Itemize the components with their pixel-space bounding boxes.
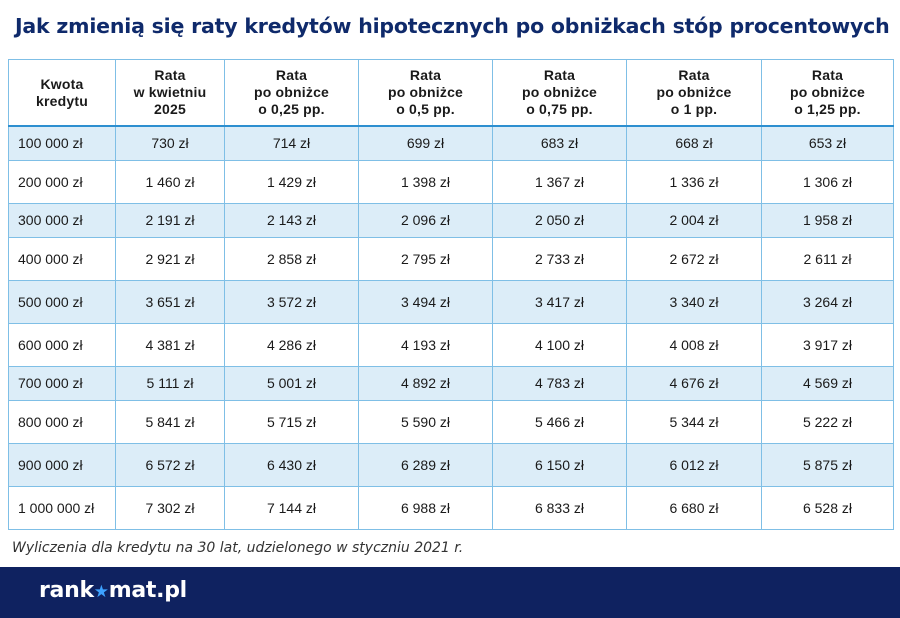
table-row: 300 000 zł 2 191 zł 2 143 zł 2 096 zł 2 050 … (8, 202, 894, 238)
installment-cell: 730 zł (115, 125, 225, 161)
installment-cell: 4 100 zł (492, 322, 627, 367)
installment-cell: 6 430 zł (224, 442, 359, 487)
installment-cell: 5 466 zł (492, 399, 627, 444)
logo-text-start: rank (39, 578, 94, 603)
installment-cell: 4 569 zł (761, 365, 894, 401)
installment-cell: 3 494 zł (358, 279, 493, 324)
installment-cell: 3 917 zł (761, 322, 894, 367)
installment-cell: 2 050 zł (492, 202, 627, 238)
loan-amount-cell: 400 000 zł (8, 236, 116, 281)
installment-cell: 1 367 zł (492, 159, 627, 204)
header-cell: Kwota kredytu (8, 59, 116, 127)
installment-cell: 2 672 zł (626, 236, 762, 281)
installment-cell: 1 398 zł (358, 159, 493, 204)
installment-cell: 5 875 zł (761, 442, 894, 487)
loan-amount-cell: 900 000 zł (8, 442, 116, 487)
table-row: 400 000 zł 2 921 zł 2 858 zł 2 795 zł 2 733 … (8, 236, 894, 281)
installment-cell: 3 651 zł (115, 279, 225, 324)
installment-cell: 1 460 zł (115, 159, 225, 204)
footnote: Wyliczenia dla kredytu na 30 lat, udziel… (12, 540, 464, 556)
installment-cell: 5 590 zł (358, 399, 493, 444)
installment-cell: 5 001 zł (224, 365, 359, 401)
installment-cell: 2 143 zł (224, 202, 359, 238)
header-cell: Rata w kwietniu 2025 (115, 59, 225, 127)
logo-text-end: mat.pl (108, 578, 187, 603)
table-row: 600 000 zł 4 381 zł 4 286 zł 4 193 zł 4 100 … (8, 322, 894, 367)
table-header: Kwota kredytu Rata w kwietniu 2025 Rata … (8, 59, 894, 127)
star-icon: ★ (93, 582, 109, 602)
installment-cell: 3 417 zł (492, 279, 627, 324)
header-row: Kwota kredytu Rata w kwietniu 2025 Rata … (8, 59, 894, 127)
loan-amount-cell: 500 000 zł (8, 279, 116, 324)
installment-cell: 5 344 zł (626, 399, 762, 444)
installment-cell: 1 429 zł (224, 159, 359, 204)
installment-cell: 2 733 zł (492, 236, 627, 281)
mortgage-rates-table: Kwota kredytu Rata w kwietniu 2025 Rata … (8, 59, 894, 530)
installment-cell: 3 340 zł (626, 279, 762, 324)
installment-cell: 5 111 zł (115, 365, 225, 401)
installment-cell: 2 004 zł (626, 202, 762, 238)
installment-cell: 714 zł (224, 125, 359, 161)
installment-cell: 1 958 zł (761, 202, 894, 238)
header-cell: Rata po obniżce o 0,5 pp. (358, 59, 493, 127)
table-row: 500 000 zł 3 651 zł 3 572 zł 3 494 zł 3 417 … (8, 279, 894, 324)
loan-amount-cell: 200 000 zł (8, 159, 116, 204)
installment-cell: 6 680 zł (626, 485, 762, 530)
installment-cell: 1 336 zł (626, 159, 762, 204)
installment-cell: 4 676 zł (626, 365, 762, 401)
table-row: 900 000 zł 6 572 zł 6 430 zł 6 289 zł 6 150 … (8, 442, 894, 487)
page-title: Jak zmienią się raty kredytów hipoteczny… (15, 14, 890, 38)
installment-cell: 2 795 zł (358, 236, 493, 281)
installment-cell: 4 193 zł (358, 322, 493, 367)
table-body: 100 000 zł 730 zł 714 zł 699 zł 683 zł 668 zł… (8, 125, 894, 530)
installment-cell: 653 zł (761, 125, 894, 161)
header-cell: Rata po obniżce o 1 pp. (626, 59, 762, 127)
installment-cell: 2 921 zł (115, 236, 225, 281)
footer-bar: rank★mat.pl (0, 567, 900, 618)
installment-cell: 3 572 zł (224, 279, 359, 324)
loan-amount-cell: 800 000 zł (8, 399, 116, 444)
header-cell: Rata po obniżce o 1,25 pp. (761, 59, 894, 127)
installment-cell: 5 715 zł (224, 399, 359, 444)
table-row: 700 000 zł 5 111 zł 5 001 zł 4 892 zł 4 783 … (8, 365, 894, 401)
table-row: 800 000 zł 5 841 zł 5 715 zł 5 590 zł 5 466 … (8, 399, 894, 444)
installment-cell: 6 572 zł (115, 442, 225, 487)
installment-cell: 683 zł (492, 125, 627, 161)
loan-amount-cell: 1 000 000 zł (8, 485, 116, 530)
installment-cell: 699 zł (358, 125, 493, 161)
table-row: 200 000 zł 1 460 zł 1 429 zł 1 398 zł 1 367 … (8, 159, 894, 204)
rankomat-logo: rank★mat.pl (39, 578, 187, 603)
table-row: 100 000 zł 730 zł 714 zł 699 zł 683 zł 668 zł… (8, 125, 894, 161)
installment-cell: 4 286 zł (224, 322, 359, 367)
installment-cell: 1 306 zł (761, 159, 894, 204)
installment-cell: 6 289 zł (358, 442, 493, 487)
installment-cell: 4 892 zł (358, 365, 493, 401)
installment-cell: 6 528 zł (761, 485, 894, 530)
installment-cell: 2 096 zł (358, 202, 493, 238)
installment-cell: 6 150 zł (492, 442, 627, 487)
loan-amount-cell: 100 000 zł (8, 125, 116, 161)
installment-cell: 5 841 zł (115, 399, 225, 444)
header-cell: Rata po obniżce o 0,75 pp. (492, 59, 627, 127)
installment-cell: 2 611 zł (761, 236, 894, 281)
loan-amount-cell: 700 000 zł (8, 365, 116, 401)
installment-cell: 4 381 zł (115, 322, 225, 367)
installment-cell: 6 012 zł (626, 442, 762, 487)
installment-cell: 7 302 zł (115, 485, 225, 530)
loan-amount-cell: 300 000 zł (8, 202, 116, 238)
table-row: 1 000 000 zł 7 302 zł 7 144 zł 6 988 zł 6 83… (8, 485, 894, 530)
installment-cell: 668 zł (626, 125, 762, 161)
installment-cell: 6 988 zł (358, 485, 493, 530)
installment-cell: 5 222 zł (761, 399, 894, 444)
installment-cell: 6 833 zł (492, 485, 627, 530)
installment-cell: 4 008 zł (626, 322, 762, 367)
header-cell: Rata po obniżce o 0,25 pp. (224, 59, 359, 127)
loan-amount-cell: 600 000 zł (8, 322, 116, 367)
installment-cell: 3 264 zł (761, 279, 894, 324)
installment-cell: 4 783 zł (492, 365, 627, 401)
installment-cell: 2 858 zł (224, 236, 359, 281)
installment-cell: 2 191 zł (115, 202, 225, 238)
installment-cell: 7 144 zł (224, 485, 359, 530)
